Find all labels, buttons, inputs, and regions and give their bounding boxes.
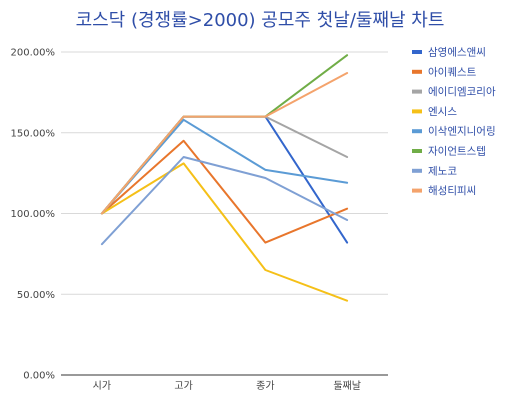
y-tick-label: 100.00%: [11, 209, 56, 220]
legend-label: 제노코: [428, 165, 457, 177]
series-line-2: [100, 139, 349, 244]
x-tick-label: 둘째날: [333, 380, 361, 392]
legend-label: 해성티피씨: [428, 184, 476, 197]
legend-swatch: [412, 50, 422, 54]
y-tick-label: 200.00%: [11, 48, 56, 59]
series-line-3: [100, 115, 349, 215]
x-tick-label: 시가: [93, 380, 111, 392]
legend-swatch: [412, 129, 422, 134]
series-line-5: [100, 118, 349, 215]
x-tick-label: 종가: [256, 380, 274, 392]
legend-swatch: [412, 149, 422, 153]
series-line-7: [100, 156, 349, 246]
y-tick-label: 150.00%: [11, 128, 56, 139]
legend-swatch: [412, 188, 422, 193]
legend: 삼영에스앤씨아이퀘스트에이디엠코리아엔시스이삭엔지니어링자이언트스텝제노코해성티…: [412, 47, 496, 197]
y-axis-ticks: 0.00% 50.00% 100.00% 150.00% 200.00%: [11, 48, 56, 382]
series-layer: [100, 54, 349, 302]
grid-layer: [61, 51, 388, 376]
legend-label: 에이디엠코리아: [428, 86, 496, 98]
chart-title: 코스닥 (경쟁률>2000) 공모주 첫날/둘째날 차트: [76, 10, 445, 31]
legend-swatch: [412, 109, 422, 114]
series-line-6: [100, 54, 349, 215]
legend-swatch: [412, 89, 422, 94]
legend-swatch: [412, 168, 422, 173]
legend-label: 삼영에스앤씨: [428, 47, 486, 59]
y-tick-label: 50.00%: [17, 290, 55, 301]
legend-label: 자이언트스텝: [428, 146, 486, 158]
x-axis-ticks: 시가 고가 종가 둘째날: [93, 380, 361, 392]
series-line-4: [100, 162, 349, 302]
legend-label: 이삭엔지니어링: [428, 126, 496, 138]
legend-label: 엔시스: [428, 106, 457, 118]
legend-swatch: [412, 69, 422, 74]
legend-label: 아이퀘스트: [428, 66, 477, 78]
series-line-8: [100, 72, 349, 215]
y-tick-label: 0.00%: [23, 371, 55, 382]
x-tick-label: 고가: [174, 380, 192, 392]
